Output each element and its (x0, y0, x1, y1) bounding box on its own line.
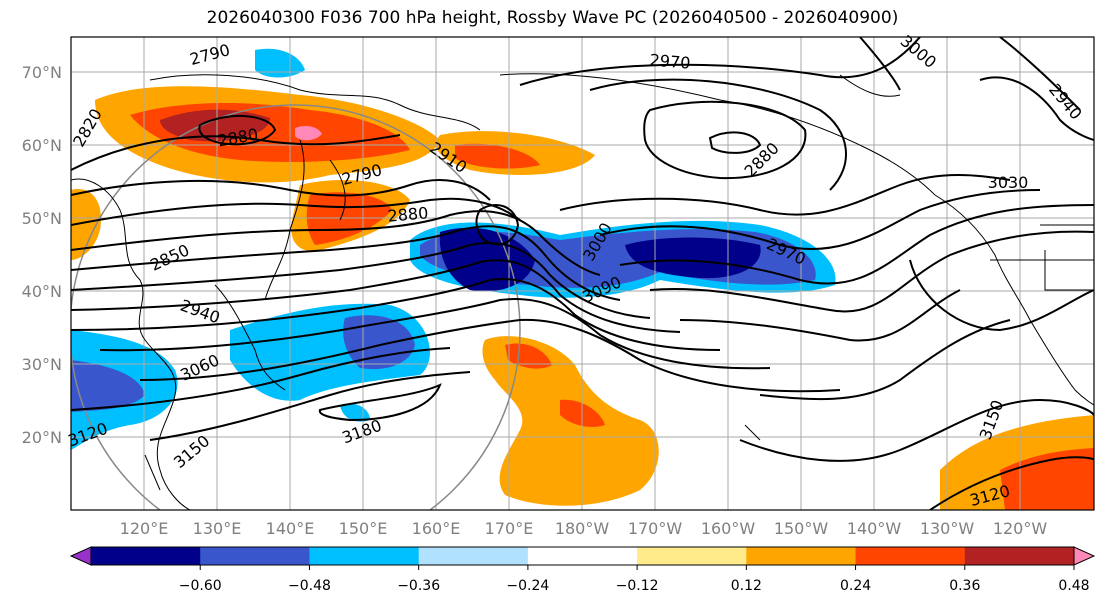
colorbar-extend-low (69, 546, 92, 566)
colorbar-tick-label: −0.60 (179, 578, 222, 594)
colorbar-segment (91, 547, 201, 565)
lon-label: 180°W (555, 519, 610, 538)
colorbar-tick-label: −0.24 (506, 578, 549, 594)
colorbar-segment (964, 547, 1075, 565)
plot-area (71, 37, 1094, 510)
contour-label: 3030 (988, 173, 1029, 192)
lon-label: 170°E (485, 519, 534, 538)
lon-label: 130°W (920, 519, 975, 538)
colorbar-segment (200, 547, 310, 565)
colorbar-extend-high (1073, 546, 1096, 566)
anomaly-shading (71, 48, 1094, 510)
lon-label: 130°E (193, 519, 242, 538)
colorbar-segment (855, 547, 966, 565)
lon-label: 120°E (120, 519, 169, 538)
colorbar: −0.60 −0.48 −0.36 −0.24 −0.12 0.12 0.24 0.36 0.4… (69, 546, 1096, 594)
lat-label: 70°N (22, 63, 62, 82)
lon-label: 150°W (774, 519, 829, 538)
colorbar-segment (637, 547, 747, 565)
lon-label: 160°W (701, 519, 756, 538)
map-title: 2026040300 F036 700 hPa height, Rossby W… (206, 8, 899, 28)
contour-label: 2880 (387, 203, 429, 225)
lon-label: 120°W (993, 519, 1048, 538)
reference-circle (71, 104, 521, 510)
contour-label: 2970 (649, 50, 691, 72)
colorbar-tick-label: 0.24 (840, 578, 871, 594)
colorbar-tick-label: −0.12 (616, 578, 659, 594)
colorbar-segment (527, 547, 638, 565)
colorbar-tick-label: −0.48 (288, 578, 331, 594)
colorbar-segment (418, 547, 529, 565)
lon-label: 160°E (412, 519, 461, 538)
height-contours (71, 37, 1094, 510)
svg-text:3030: 3030 (988, 173, 1029, 192)
colorbar-tick-label: 0.48 (1058, 578, 1089, 594)
longitude-labels: 120°E 130°E 140°E 150°E 160°E 170°E 180°W 170°W… (120, 519, 1048, 538)
lon-label: 140°W (847, 519, 902, 538)
colorbar-segment (309, 547, 420, 565)
lat-label: 60°N (22, 136, 62, 155)
colorbar-segment (746, 547, 857, 565)
map-frame (70, 36, 1095, 511)
lat-label: 20°N (22, 428, 62, 447)
colorbar-tick-label: 0.12 (731, 578, 762, 594)
latitude-labels: 70°N 60°N 50°N 40°N 30°N 20°N (22, 63, 62, 447)
lat-label: 40°N (22, 282, 62, 301)
lon-label: 140°E (266, 519, 315, 538)
svg-text:2970: 2970 (649, 50, 691, 72)
colorbar-tick-label: 0.36 (949, 578, 980, 594)
lat-label: 50°N (22, 209, 62, 228)
svg-text:2880: 2880 (387, 203, 429, 225)
lon-label: 150°E (339, 519, 388, 538)
lon-label: 170°W (628, 519, 683, 538)
lat-lon-grid (71, 37, 1094, 510)
colorbar-tick-label: −0.36 (397, 578, 440, 594)
lat-label: 30°N (22, 355, 62, 374)
